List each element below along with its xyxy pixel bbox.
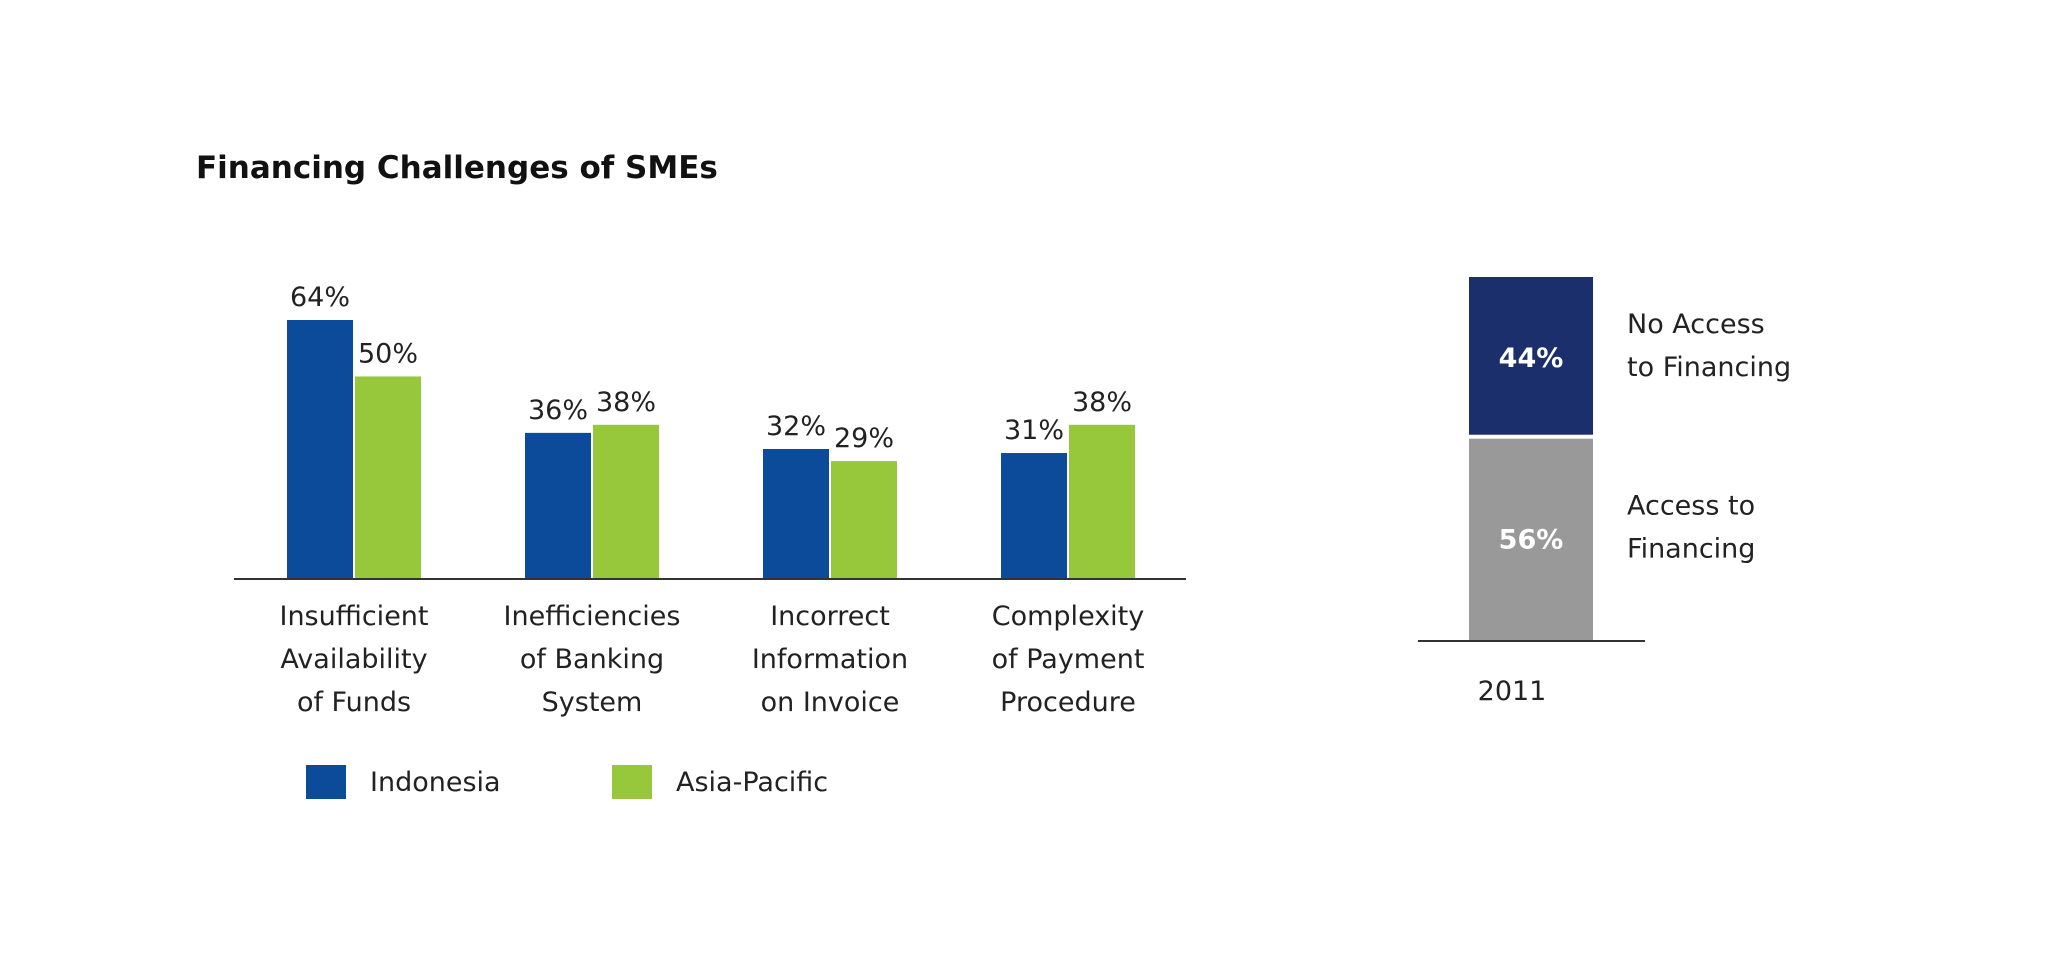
category-label-3-line-3: on Invoice	[761, 687, 900, 718]
data-label-indonesia-2: 36%	[528, 395, 588, 426]
bar-indonesia-3	[763, 449, 829, 578]
category-label-1-line-3: of Funds	[297, 687, 411, 718]
data-label-asia-pacific-2: 38%	[596, 387, 656, 418]
category-label-1-line-2: Availability	[280, 644, 427, 675]
bar-asia-pacific-1	[355, 376, 421, 578]
category-label-4-line-1: Complexity	[992, 601, 1145, 632]
data-label-indonesia-4: 31%	[1004, 415, 1064, 446]
stacked-legend-1-line-2: Financing	[1627, 533, 1755, 564]
legend-label-asia-pacific: Asia-Pacific	[676, 766, 829, 798]
legend-swatch-indonesia	[306, 765, 346, 799]
stacked-bar-chart: 56% Access to Financing 44% No Access to Fina…	[1418, 277, 1791, 707]
category-label-2-line-3: System	[542, 687, 643, 718]
data-label-asia-pacific-3: 29%	[834, 423, 894, 454]
category-label-1-line-1: Insufficient	[279, 601, 428, 632]
bar-indonesia-4	[1001, 453, 1067, 578]
stacked-legend-1-line-1: Access to	[1627, 490, 1755, 521]
stacked-segment-1	[1469, 438, 1593, 640]
data-label-asia-pacific-1: 50%	[358, 338, 418, 369]
category-label-3-line-2: Information	[752, 644, 908, 675]
bar-asia-pacific-3	[831, 461, 897, 578]
data-label-indonesia-3: 32%	[766, 411, 826, 442]
category-label-2-line-1: Inefficiencies	[504, 601, 681, 632]
legend-swatch-asia-pacific	[612, 765, 652, 799]
stacked-segment-label-1: 56%	[1499, 524, 1564, 555]
data-label-indonesia-1: 64%	[290, 282, 350, 313]
stacked-legend-2-line-2: to Financing	[1627, 352, 1791, 383]
category-label-4-line-3: Procedure	[1000, 687, 1136, 718]
grouped-bar-chart: 64% 50% Insufficient Availability of Funds 36…	[234, 282, 1186, 718]
legend-asia-pacific: Asia-Pacific	[612, 764, 828, 800]
legend-indonesia: Indonesia	[306, 764, 501, 800]
bar-asia-pacific-2	[593, 424, 659, 578]
stacked-segment-2	[1469, 277, 1593, 435]
bar-indonesia-1	[287, 320, 353, 578]
category-label-4-line-2: of Payment	[992, 644, 1145, 675]
legend-label-indonesia: Indonesia	[370, 766, 501, 798]
bar-indonesia-2	[525, 432, 591, 578]
chart-title: Financing Challenges of SMEs	[196, 150, 718, 186]
stacked-segment-label-2: 44%	[1499, 343, 1564, 374]
data-label-asia-pacific-4: 38%	[1072, 387, 1132, 418]
stacked-legend-2-line-1: No Access	[1627, 309, 1765, 340]
stacked-category-label: 2011	[1478, 676, 1547, 707]
category-label-3-line-1: Incorrect	[770, 601, 890, 632]
bar-asia-pacific-4	[1069, 424, 1135, 578]
category-label-2-line-2: of Banking	[520, 644, 664, 675]
